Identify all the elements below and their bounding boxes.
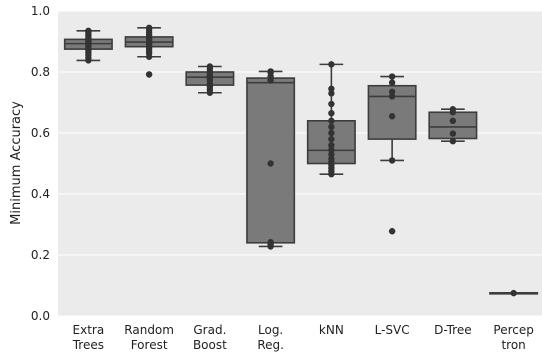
data-point (388, 73, 396, 80)
data-point (449, 117, 457, 125)
plot-background (58, 11, 542, 316)
data-point (267, 160, 274, 167)
grid-lines (58, 10, 542, 317)
x-tick-label-line1: L-SVC (375, 323, 410, 337)
x-tick-label-line1: kNN (319, 323, 344, 337)
data-point (328, 90, 335, 97)
x-tick-label-line2: Trees (72, 338, 104, 352)
data-point (388, 113, 396, 120)
data-point (328, 155, 335, 163)
data-point (449, 106, 457, 113)
y-tick-label: 0.0 (31, 309, 50, 323)
box-group (246, 70, 296, 248)
y-axis-label: Minimum Accuracy (9, 101, 24, 225)
data-point (267, 238, 274, 246)
data-point (145, 24, 153, 31)
data-point (328, 109, 335, 117)
y-tick-label: 0.8 (31, 65, 50, 79)
data-point (328, 146, 335, 153)
data-point (206, 63, 214, 70)
x-tick-label-line1: Grad. (193, 323, 226, 337)
y-tick-label: 0.4 (31, 187, 50, 201)
data-point (449, 130, 457, 137)
x-tick-label-line2: Boost (193, 338, 227, 352)
data-point (145, 71, 153, 78)
data-point (328, 100, 335, 108)
x-tick-label-line1: Percep (493, 323, 533, 337)
data-point (328, 117, 335, 125)
data-point (267, 68, 274, 75)
y-tick-label: 1.0 (31, 4, 50, 18)
data-point (388, 88, 396, 96)
data-point (328, 129, 335, 137)
x-tick-label-line2: tron (501, 338, 525, 352)
data-point (328, 142, 335, 149)
data-point (388, 79, 396, 86)
x-tick-label-line1: Random (124, 323, 174, 337)
data-point (328, 85, 335, 92)
data-point (85, 27, 92, 35)
data-point (388, 228, 396, 235)
x-tick-label-line2: Forest (131, 338, 168, 352)
data-point (449, 138, 457, 145)
x-tick-label-line1: Extra (73, 323, 105, 337)
data-point (388, 157, 396, 164)
data-point (388, 93, 396, 100)
y-tick-label: 0.2 (31, 248, 50, 262)
x-tick-label-line2: Reg. (257, 338, 284, 352)
data-point (328, 151, 335, 158)
data-point (328, 135, 335, 143)
y-tick-labels: 0.0 0.2 0.4 0.6 0.8 1.0 (31, 4, 50, 323)
data-point (328, 61, 335, 68)
data-point (328, 123, 335, 131)
x-tick-label-line1: Log. (258, 323, 283, 337)
x-tick-label-line1: D-Tree (434, 323, 471, 337)
data-points (85, 24, 517, 297)
y-tick-label: 0.6 (31, 126, 50, 140)
data-point (510, 289, 517, 297)
